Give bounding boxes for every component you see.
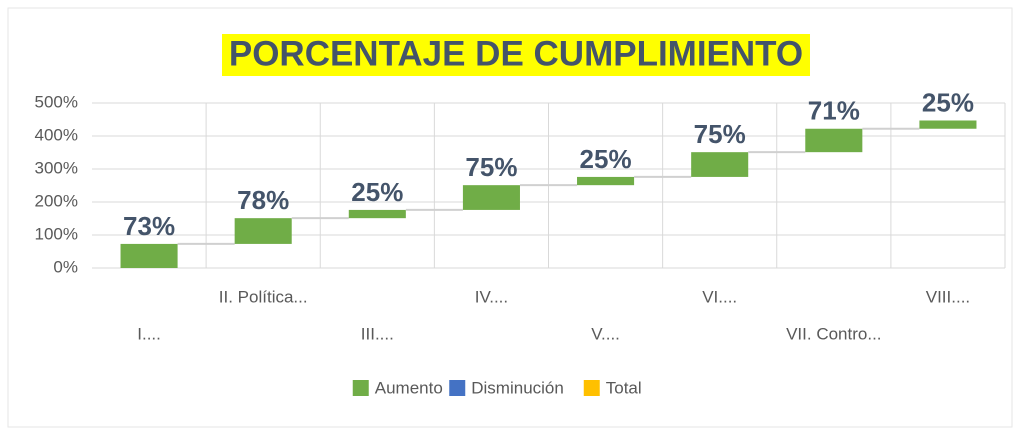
data-label: 75% [465,152,517,182]
x-tick-label: I.... [137,324,161,343]
x-tick-label: II. Política... [219,287,308,306]
y-tick-label: 0% [53,257,78,276]
x-tick-label: VI.... [702,287,737,306]
chart-border [7,7,1013,428]
legend-swatch [449,380,466,396]
y-tick-label: 300% [35,158,78,177]
y-tick-label: 100% [35,224,78,243]
bar [234,218,292,244]
legend-label: Total [606,378,642,397]
data-label: 73% [123,211,175,241]
data-label: 25% [580,144,632,174]
bar [805,128,863,153]
legend-label: Disminución [471,378,564,397]
chart-title: PORCENTAJE DE CUMPLIMIENTO [229,34,803,73]
x-tick-label: III.... [361,324,394,343]
bar [691,152,749,177]
bar [919,120,977,129]
bar [462,185,520,210]
legend-swatch [583,380,600,396]
bar [577,176,635,186]
x-tick-label: V.... [591,324,620,343]
bar [348,209,406,219]
bar [120,243,178,268]
x-tick-label: VIII.... [926,287,970,306]
data-label: 75% [694,119,746,149]
data-label: 71% [808,96,860,126]
legend-swatch [352,380,369,396]
data-label: 78% [237,185,289,215]
x-tick-label: IV.... [475,287,508,306]
data-label: 25% [351,177,403,207]
y-tick-label: 500% [35,92,78,111]
legend-label: Aumento [375,378,443,397]
title-highlight [222,34,810,76]
x-tick-label: VII. Contro... [786,324,881,343]
data-label: 25% [922,87,974,117]
y-tick-label: 200% [35,191,78,210]
y-tick-label: 400% [35,125,78,144]
